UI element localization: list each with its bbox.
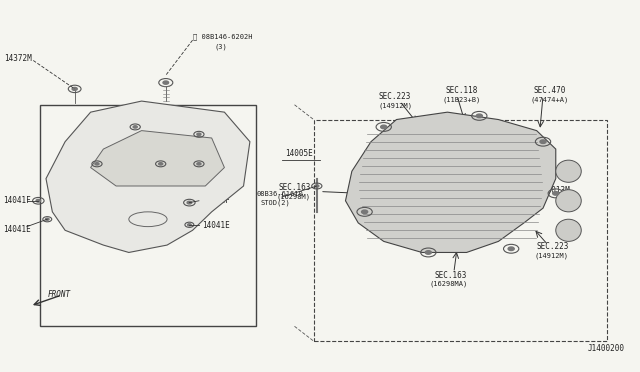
Text: SEC.223: SEC.223 [379,92,411,101]
Text: (3): (3) [215,44,228,50]
Text: (11B23+B): (11B23+B) [443,96,481,103]
Text: J1400200: J1400200 [588,344,625,353]
Text: 14041E: 14041E [3,225,31,234]
Text: SEC.470: SEC.470 [534,86,566,95]
Bar [314,119,607,341]
Circle shape [72,87,77,90]
PathPatch shape [91,131,225,186]
Text: STOD(2): STOD(2) [260,199,291,206]
Text: SEC.163: SEC.163 [435,271,467,280]
Circle shape [36,199,41,202]
Text: 14041E: 14041E [202,221,230,230]
PathPatch shape [46,101,250,253]
Text: 14013M: 14013M [541,186,570,195]
Circle shape [45,218,49,220]
Text: 08B36-61610: 08B36-61610 [256,191,303,197]
Bar [40,105,256,326]
Text: 14041F: 14041F [202,196,230,205]
PathPatch shape [346,112,556,253]
Text: (14912M): (14912M) [534,253,568,259]
Circle shape [362,210,367,214]
Circle shape [188,224,191,226]
Circle shape [553,192,559,195]
Text: SEC.118: SEC.118 [445,86,478,95]
Text: (47474+A): (47474+A) [531,96,569,103]
Circle shape [508,247,514,250]
Ellipse shape [556,219,581,241]
Ellipse shape [556,160,581,182]
Text: (14912M): (14912M) [379,102,413,109]
Text: 14005E: 14005E [285,149,313,158]
Text: FRONT: FRONT [47,291,70,299]
Circle shape [381,125,387,129]
Text: (16298MA): (16298MA) [429,281,468,288]
Text: 14041F: 14041F [3,196,31,205]
Circle shape [425,251,431,254]
Circle shape [315,185,319,187]
Ellipse shape [556,190,581,212]
Circle shape [187,201,191,204]
Text: Ⓑ 08B146-6202H: Ⓑ 08B146-6202H [193,33,252,40]
Circle shape [159,163,163,165]
Text: SEC.223: SEC.223 [537,243,569,251]
Text: SEC.163: SEC.163 [278,183,311,192]
Circle shape [163,81,168,84]
Text: (16298M): (16298M) [276,193,310,200]
Text: 14372M: 14372M [4,54,33,63]
Circle shape [133,126,137,128]
Circle shape [197,133,201,135]
Circle shape [197,163,201,165]
Circle shape [95,163,99,165]
Circle shape [476,114,483,118]
Circle shape [540,140,546,144]
